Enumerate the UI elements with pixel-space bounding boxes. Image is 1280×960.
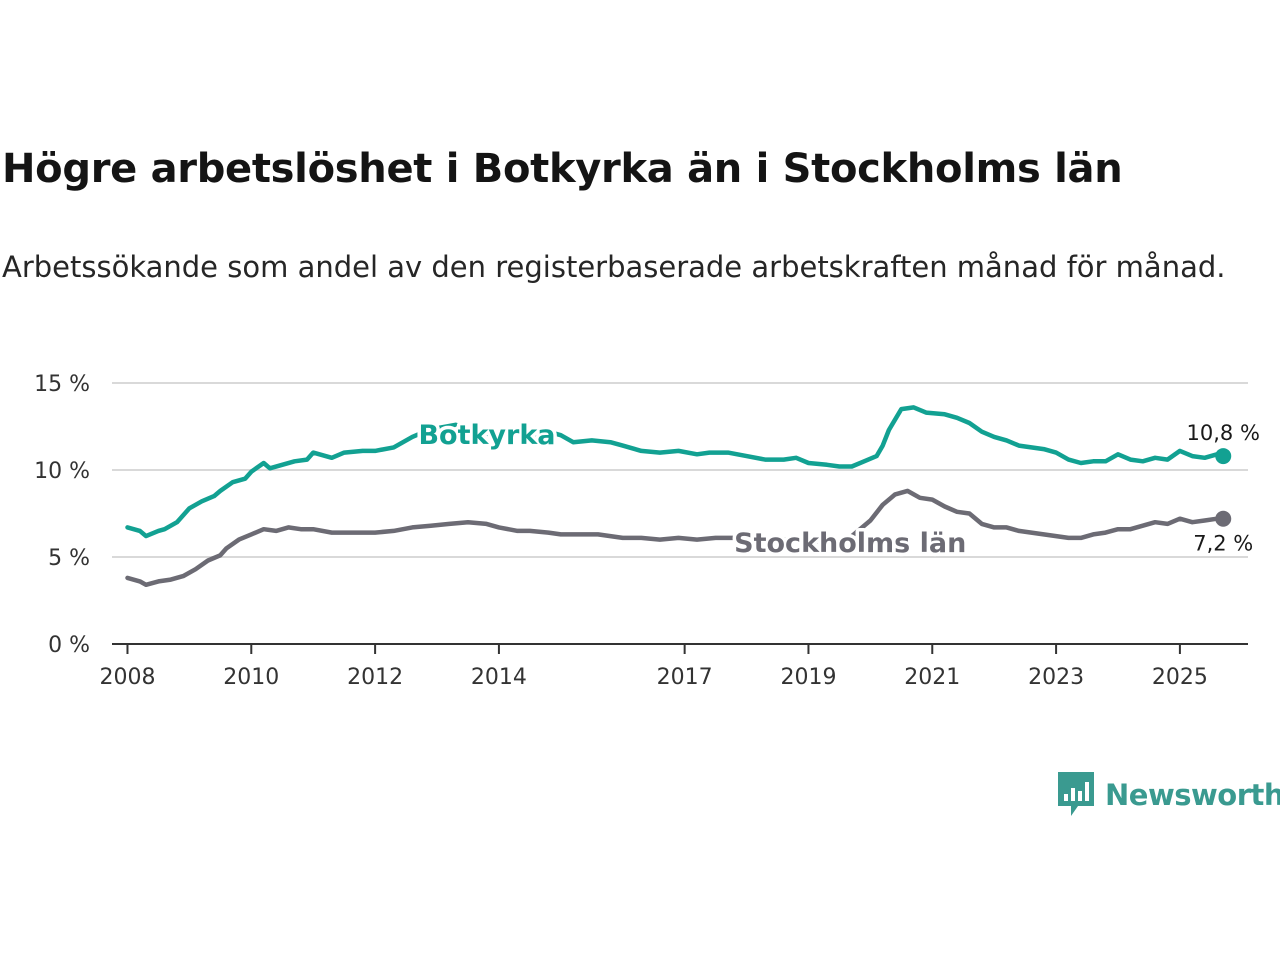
x-tick-label-2021: 2021 [904,665,960,690]
newsworthy-logo-icon [1058,772,1094,816]
x-tick-label-2019: 2019 [780,665,836,690]
x-tick-label-2012: 2012 [347,665,403,690]
x-tick-label-2025: 2025 [1152,665,1208,690]
x-tick-label-2010: 2010 [223,665,279,690]
chart-title: Högre arbetslöshet i Botkyrka än i Stock… [2,146,1123,192]
end-label-botkyrka: 10,8 % [1187,421,1260,445]
x-axis-ticks: 2008 2010 2012 2014 2017 2019 2021 2023 2025 [99,644,1208,690]
end-label-stockholm: 7,2 % [1193,532,1253,556]
brand: Newsworthy [1058,772,1280,818]
series-line-stockholm [125,488,1226,588]
series-labels: Botkyrka 10,8 % Stockholms län 7,2 % [415,416,1262,562]
y-axis-ticks: 0 % 5 % 10 % 15 % [34,372,90,658]
brand-name: Newsworthy [1105,778,1280,812]
chart-subtitle: Arbetssökande som andel av den registerb… [2,250,1226,284]
series-label-botkyrka: Botkyrka [418,420,555,451]
y-tick-label-10: 10 % [34,459,90,484]
series-lines [125,405,1232,588]
y-tick-label-5: 5 % [48,546,90,571]
x-tick-label-2008: 2008 [99,665,155,690]
gridlines [112,382,1248,558]
y-tick-label-15: 15 % [34,372,90,397]
end-point-stockholm [1215,510,1232,527]
x-tick-label-2014: 2014 [471,665,527,690]
series-label-stockholm: Stockholms län [734,528,966,559]
x-tick-label-2023: 2023 [1028,665,1084,690]
x-tick-label-2017: 2017 [657,665,713,690]
y-tick-label-0: 0 % [48,633,90,658]
series-line-botkyrka [125,405,1226,539]
end-point-botkyrka [1215,448,1232,465]
